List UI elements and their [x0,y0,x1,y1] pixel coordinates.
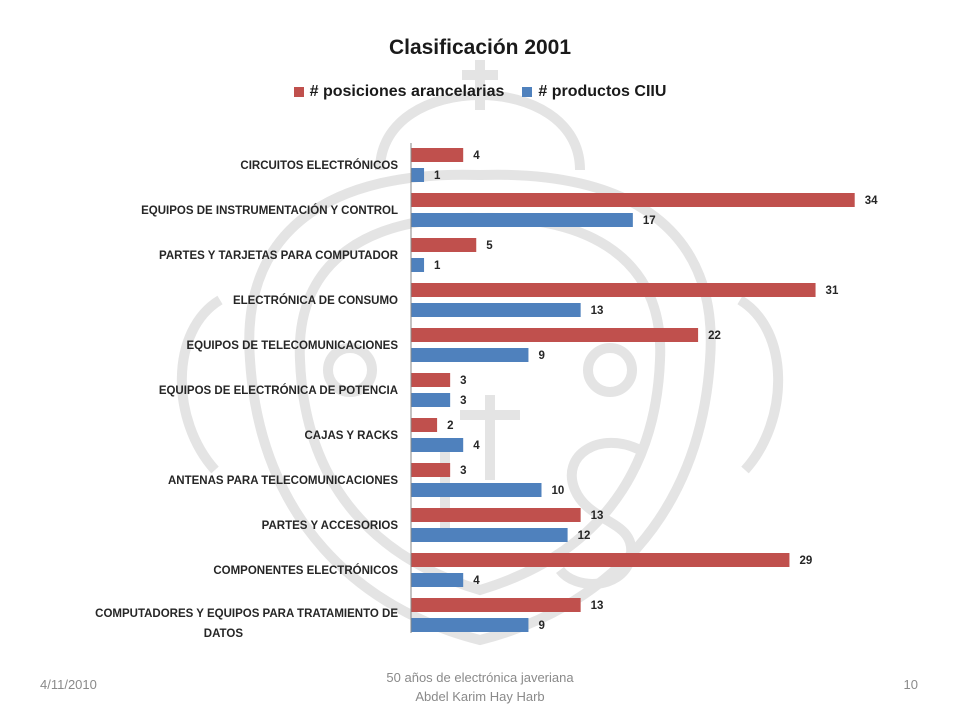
legend-label-posiciones: # posiciones arancelarias [309,83,505,100]
data-label: 22 [708,330,721,342]
footer-line-2: Abdel Karim Hay Harb [415,689,545,704]
legend-swatch-ciiu [522,87,533,97]
data-label: 3 [460,465,466,477]
legend-label-ciiu: # productos CIIU [538,83,667,100]
legend-swatch-posiciones [293,87,304,97]
footer-line-1: 50 años de electrónica javeriana [386,670,574,685]
data-label: 12 [578,530,591,542]
category-label: PARTES Y ACCESORIOS [262,520,399,532]
data-label: 4 [473,440,480,452]
data-label: 9 [538,620,544,632]
category-label: COMPONENTES ELECTRÓNICOS [213,564,398,577]
bar-posiciones [411,283,816,297]
data-label: 17 [643,215,656,227]
data-label: 5 [486,240,493,252]
page-number: 10 [903,677,918,692]
category-label: EQUIPOS DE INSTRUMENTACIÓN Y CONTROL [141,204,398,217]
bar-ciiu [411,438,464,452]
bar-posiciones [411,598,581,612]
data-label: 3 [460,375,466,387]
bar-ciiu [411,213,633,227]
bar-ciiu [411,393,451,407]
data-label: 1 [434,170,441,182]
chart-title: Clasificación 2001 [388,36,572,59]
category-label: CAJAS Y RACKS [304,430,398,442]
data-label: 13 [591,305,604,317]
bar-ciiu [411,348,529,362]
bar-ciiu [411,168,425,182]
data-label: 29 [799,555,812,567]
bar-ciiu [411,528,568,542]
legend-item-posiciones: # posiciones arancelarias [293,83,505,101]
bar-ciiu [411,303,581,317]
bar-posiciones [411,238,477,252]
footer-center: 50 años de electrónica javeriana Abdel K… [0,668,960,706]
bar-posiciones [411,373,451,387]
data-label: 31 [826,285,839,297]
data-label: 34 [865,195,878,207]
category-label: COMPUTADORES Y EQUIPOS PARA TRATAMIENTO … [95,608,398,640]
category-label: ANTENAS PARA TELECOMUNICACIONES [168,475,398,487]
chart-legend: # posiciones arancelarias # productos CI… [0,83,960,101]
category-label: EQUIPOS DE ELECTRÓNICA DE POTENCIA [159,384,398,397]
bar-ciiu [411,483,542,497]
bar-posiciones [411,193,855,207]
bar-ciiu [411,573,464,587]
category-label: EQUIPOS DE TELECOMUNICACIONES [187,340,399,352]
category-label: ELECTRÓNICA DE CONSUMO [233,294,398,307]
data-label: 10 [552,485,565,497]
data-label: 1 [434,260,441,272]
bar-posiciones [411,148,464,162]
category-label: CIRCUITOS ELECTRÓNICOS [240,159,398,172]
bar-ciiu [411,618,529,632]
category-label: PARTES Y TARJETAS PARA COMPUTADOR [159,250,399,262]
data-label: 2 [447,420,453,432]
footer-date: 4/11/2010 [40,677,97,692]
bar-posiciones [411,508,581,522]
legend-item-ciiu: # productos CIIU [522,83,666,101]
bar-posiciones [411,328,699,342]
bar-posiciones [411,553,790,567]
data-label: 13 [591,510,604,522]
data-label: 3 [460,395,466,407]
data-label: 9 [538,350,544,362]
data-label: 13 [591,600,604,612]
data-label: 4 [473,575,480,587]
bar-ciiu [411,258,425,272]
bar-posiciones [411,463,451,477]
data-label: 4 [473,150,480,162]
bar-posiciones [411,418,438,432]
